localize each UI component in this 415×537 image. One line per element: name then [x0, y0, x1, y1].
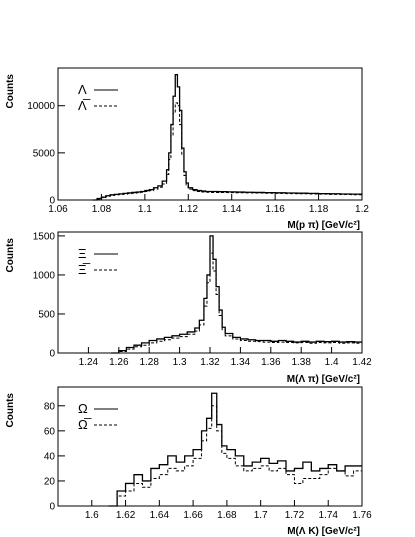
- x-tick-label: 1.14: [222, 204, 242, 215]
- series-1-line: [111, 252, 362, 354]
- x-tick-label: 1.1: [138, 204, 152, 215]
- x-tick-label: 1.3: [173, 357, 187, 368]
- panel-xi: 1.24 1.26 1.28 1.3 1.32 1.34 1.36 1.38 1.4 1.42 0 5…: [5, 231, 372, 385]
- y-tick-label: 5000: [33, 148, 56, 159]
- y-axis-title: Counts: [5, 393, 16, 428]
- x-axis-title: M(Λ K) [GeV/c²]: [287, 526, 360, 537]
- series-1-line: [108, 405, 362, 507]
- x-tick-label: 1.74: [318, 510, 338, 521]
- x-tick-label: 1.4: [325, 357, 339, 368]
- x-tick-label: 1.08: [92, 204, 112, 215]
- x-tick-label: 1.6: [85, 510, 99, 521]
- legend-label-0: Ξ: [78, 246, 86, 261]
- x-tick-label: 1.72: [285, 510, 305, 521]
- series-0-line: [92, 73, 363, 201]
- x-tick-label: 1.16: [265, 204, 285, 215]
- x-tick-label: 1.76: [352, 510, 372, 521]
- y-tick-label: 0: [49, 196, 55, 207]
- legend-label-0: Ω: [78, 401, 88, 416]
- x-tick-label: 1.42: [352, 357, 372, 368]
- x-tick-label: 1.68: [217, 510, 237, 521]
- x-tick-label: 1.06: [48, 204, 68, 215]
- x-tick-label: 1.32: [200, 357, 220, 368]
- y-tick-label: 80: [44, 401, 56, 412]
- panel-lambda: 1.06 1.08 1.1 1.12 1.14 1.16 1.18 1.2 0 5000 10000…: [5, 67, 369, 231]
- y-tick-label: 1000: [33, 270, 56, 281]
- x-tick-label: 1.24: [79, 357, 99, 368]
- y-axis-title: Counts: [5, 238, 16, 273]
- x-tick-label: 1.36: [261, 357, 281, 368]
- x-tick-label: 1.7: [254, 510, 268, 521]
- x-tick-label: 1.26: [109, 357, 129, 368]
- x-tick-label: 1.12: [179, 204, 199, 215]
- y-tick-label: 40: [44, 451, 56, 462]
- series-0-line: [108, 392, 362, 507]
- y-axis-title: Counts: [5, 74, 16, 109]
- y-tick-label: 0: [49, 349, 55, 360]
- legend-label-1: Λ̅: [78, 98, 91, 113]
- x-axis-title: M(p π) [GeV/c²]: [287, 220, 360, 231]
- legend-label-0: Λ: [78, 82, 87, 97]
- x-tick-label: 1.28: [139, 357, 159, 368]
- y-tick-label: 20: [44, 476, 56, 487]
- y-tick-label: 60: [44, 426, 56, 437]
- legend-label-1: Ω̅: [78, 417, 92, 432]
- y-tick-label: 500: [38, 309, 55, 320]
- series-1-line: [92, 102, 363, 201]
- x-tick-label: 1.62: [116, 510, 136, 521]
- panel-omega: 1.6 1.62 1.64 1.66 1.68 1.7 1.72 1.74 1.76 0 20 40 6…: [5, 386, 372, 537]
- x-tick-label: 1.2: [355, 204, 369, 215]
- x-tick-label: 1.34: [231, 357, 251, 368]
- x-tick-label: 1.18: [309, 204, 329, 215]
- plot-frame: [57, 386, 363, 507]
- series-0-line: [111, 235, 362, 354]
- x-tick-label: 1.66: [183, 510, 203, 521]
- plot-frame: [57, 67, 363, 201]
- x-tick-label: 1.38: [291, 357, 311, 368]
- y-tick-label: 1500: [33, 231, 56, 242]
- y-tick-label: 10000: [27, 101, 55, 112]
- x-tick-label: 1.64: [150, 510, 170, 521]
- y-tick-label: 0: [49, 502, 55, 513]
- x-axis-title: M(Λ π) [GeV/c²]: [287, 374, 360, 385]
- legend-label-1: Ξ̅: [78, 262, 90, 277]
